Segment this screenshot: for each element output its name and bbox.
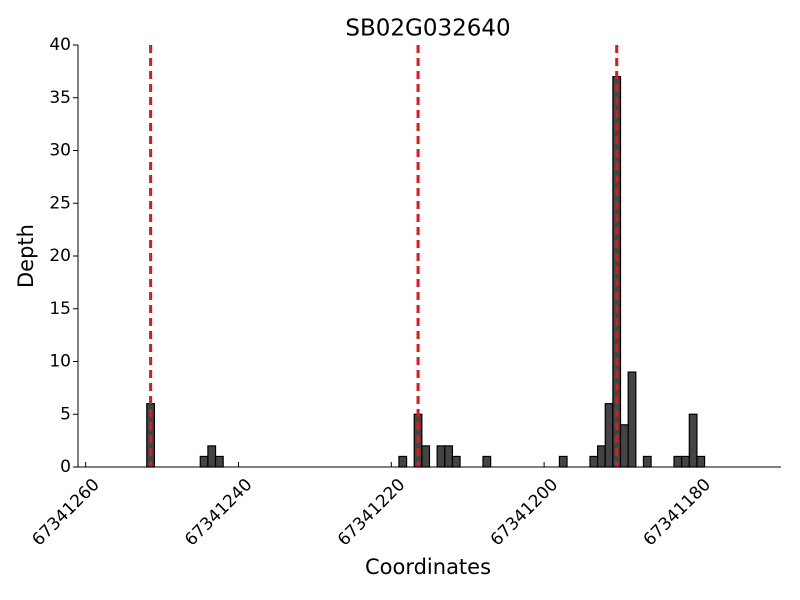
bar xyxy=(436,445,446,468)
bar xyxy=(696,455,706,468)
x-tick-label: 67341260 xyxy=(28,475,103,550)
bar xyxy=(558,455,568,468)
y-tick-label: 15 xyxy=(49,299,71,319)
bar xyxy=(207,445,217,468)
y-tick-label: 30 xyxy=(49,141,71,161)
bar xyxy=(597,445,606,468)
y-tick-label: 20 xyxy=(49,246,71,266)
bar xyxy=(589,455,599,468)
chart-title: SB02G032640 xyxy=(345,16,510,42)
bar xyxy=(398,455,408,468)
bar xyxy=(627,371,637,468)
y-axis-label: Depth xyxy=(14,224,38,288)
y-tick-label: 0 xyxy=(60,457,71,477)
bar xyxy=(421,445,431,468)
bar xyxy=(451,455,461,468)
x-tick-label: 67341240 xyxy=(181,475,256,550)
bar xyxy=(214,455,224,468)
bar xyxy=(604,403,614,468)
x-tick-label: 67341220 xyxy=(334,475,409,550)
x-tick-label: 67341200 xyxy=(487,475,562,550)
bar xyxy=(642,455,652,468)
bar xyxy=(681,455,690,468)
y-tick-label: 35 xyxy=(49,88,71,108)
bar xyxy=(199,455,209,468)
x-axis-label: Coordinates xyxy=(365,555,491,579)
y-tick-label: 40 xyxy=(49,35,71,55)
bar xyxy=(444,445,454,468)
x-tick-label: 67341180 xyxy=(640,475,715,550)
y-tick-label: 5 xyxy=(60,404,71,424)
y-tick-label: 10 xyxy=(49,352,71,372)
bar xyxy=(688,413,698,468)
y-tick-label: 25 xyxy=(49,193,71,213)
bar xyxy=(482,455,492,468)
bar xyxy=(619,424,629,468)
bar xyxy=(673,455,683,468)
